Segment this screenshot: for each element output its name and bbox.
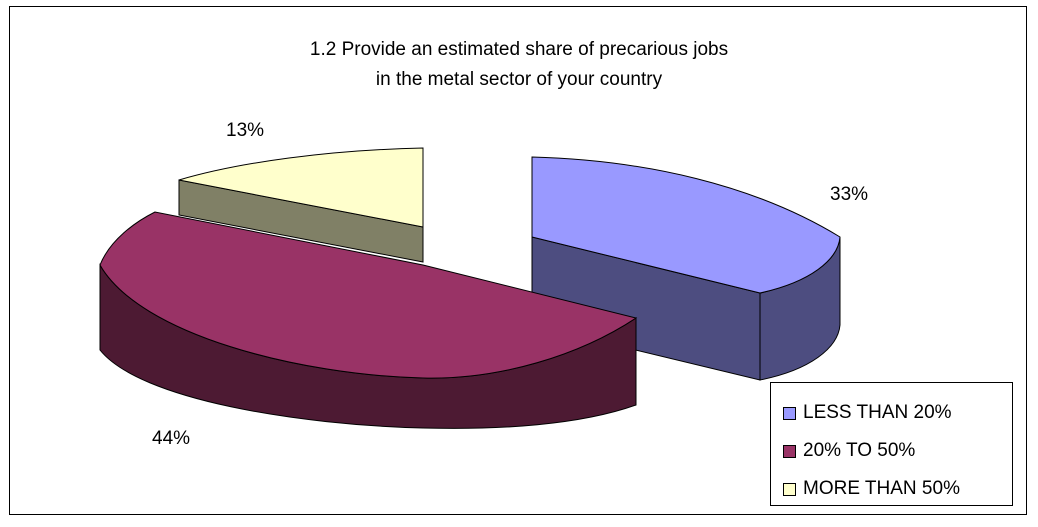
legend-item-more-than-50: MORE THAN 50%	[771, 470, 1012, 508]
chart-title-line-1: 1.2 Provide an estimated share of precar…	[309, 39, 729, 60]
slice-less-than-20-top	[531, 156, 841, 294]
legend-swatch-20-to-50	[783, 444, 796, 458]
chart-legend: LESS THAN 20% 20% TO 50% MORE THAN 50%	[770, 382, 1013, 506]
legend-item-20-to-50: 20% TO 50%	[771, 432, 1012, 470]
slice-20-to-50	[99, 211, 638, 429]
chart-title-line-2: in the metal sector of your country	[375, 69, 663, 90]
legend-swatch-more-than-50	[783, 482, 796, 496]
slice-more-than-50	[178, 147, 424, 263]
legend-label-less-than-20: LESS THAN 20%	[803, 402, 952, 423]
legend-label-more-than-50: MORE THAN 50%	[803, 478, 960, 499]
slice-more-than-50-top	[178, 147, 424, 228]
slice-less-than-20	[531, 156, 841, 381]
data-label-less-than-20: 33%	[830, 184, 869, 205]
legend-label-20-to-50: 20% TO 50%	[803, 440, 916, 461]
slice-20-to-50-top	[99, 211, 638, 379]
legend-item-less-than-20: LESS THAN 20%	[771, 394, 1012, 432]
chart-title: 1.2 Provide an estimated share of precar…	[10, 35, 1028, 95]
data-label-more-than-50: 13%	[226, 120, 265, 141]
data-label-20-to-50: 44%	[152, 428, 191, 449]
legend-swatch-less-than-20	[783, 406, 796, 420]
